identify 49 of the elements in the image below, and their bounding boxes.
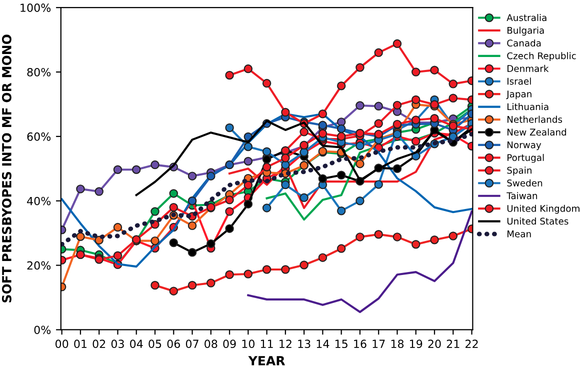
y-axis-title: SOFT PRESBYOPES INTO MF OR MONO <box>2 34 12 302</box>
legend-label: Australia <box>506 14 546 22</box>
x-axis-title: YEAR <box>248 356 285 366</box>
x-tick-label: 07 <box>186 340 198 348</box>
y-tick-label: 0% <box>34 326 51 334</box>
legend-label: Czech Republic <box>507 52 576 62</box>
legend-label: Mean <box>508 230 531 238</box>
x-tick-label: 05 <box>148 340 162 348</box>
legend-label: Israel <box>508 78 531 85</box>
x-tick-label: 17 <box>372 340 385 348</box>
x-tick-label: 08 <box>204 340 218 348</box>
x-tick-label: 11 <box>260 340 273 348</box>
y-tick-label: 60% <box>27 132 51 141</box>
x-tick-label: 06 <box>167 340 180 348</box>
legend-label: Netherlands <box>508 116 562 123</box>
legend-label: United States <box>507 218 568 225</box>
x-tick-label: 20 <box>428 340 441 348</box>
y-tick-label: 40% <box>27 196 51 206</box>
x-tick-label: 04 <box>130 340 143 348</box>
x-tick-label: 19 <box>410 340 422 348</box>
legend-label: Lithuania <box>508 103 548 110</box>
legend-label: New Zealand <box>508 128 566 136</box>
x-tick-label: 22 <box>466 340 478 348</box>
legend-label: Norway <box>508 141 542 150</box>
x-tick-label: 01 <box>74 340 87 348</box>
legend-label: Sweden <box>507 179 542 186</box>
y-tick-label: 80% <box>27 68 51 76</box>
legend-label: Portugal <box>508 154 544 163</box>
x-tick-label: 02 <box>92 340 106 348</box>
legend-label: Bulgaria <box>508 26 544 36</box>
x-tick-label: 10 <box>242 340 254 348</box>
legend-label: Japan <box>506 90 532 100</box>
legend-label: United Kingdom <box>507 204 580 214</box>
x-tick-label: 14 <box>316 340 330 348</box>
legend-label: Denmark <box>508 64 549 72</box>
legend-label: Canada <box>507 39 541 47</box>
y-tick-label: 20% <box>27 261 51 270</box>
y-tick-label: 100% <box>20 4 51 12</box>
x-tick-label: 18 <box>391 340 404 348</box>
x-tick-label: 21 <box>446 340 460 348</box>
legend-label: Taiwan <box>506 192 538 200</box>
legend-label: Spain <box>507 166 532 176</box>
x-tick-label: 03 <box>111 340 124 348</box>
x-tick-label: 09 <box>223 340 236 348</box>
x-tick-label: 00 <box>55 340 68 348</box>
x-tick-label: 13 <box>298 340 310 348</box>
x-tick-label: 16 <box>354 340 366 348</box>
x-tick-label: 12 <box>280 340 292 348</box>
x-tick-label: 15 <box>335 340 348 348</box>
